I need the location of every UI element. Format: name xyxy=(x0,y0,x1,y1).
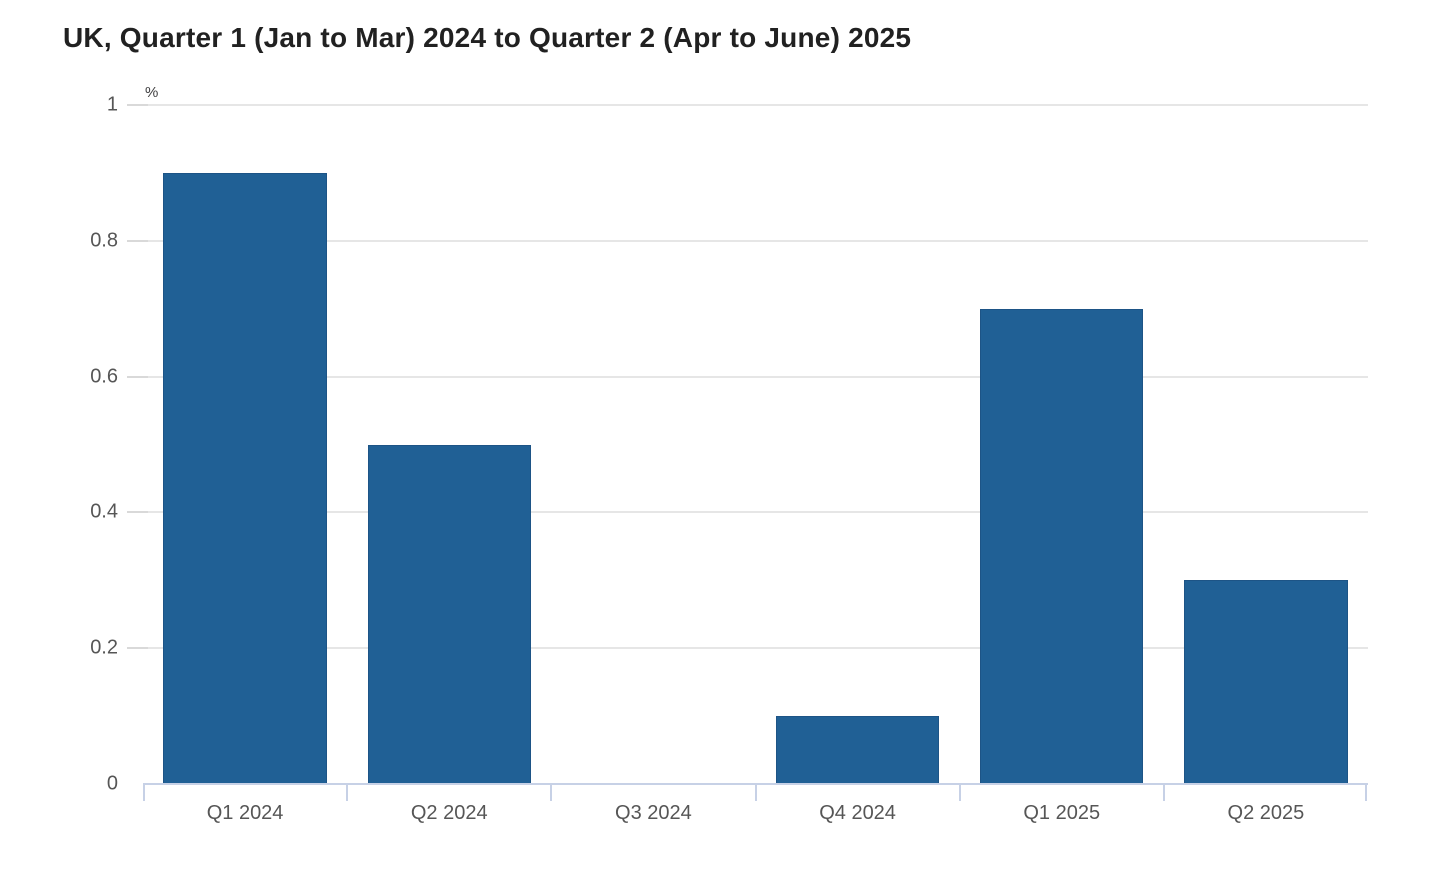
x-axis-tick-6 xyxy=(1365,784,1367,801)
x-axis-label-q3-2024: Q3 2024 xyxy=(615,802,692,824)
bar-q4-2024[interactable] xyxy=(775,716,940,784)
x-axis-tick-4 xyxy=(958,784,961,801)
y-axis-label-0.6: 0.6 xyxy=(90,365,118,388)
y-axis-label-0.2: 0.2 xyxy=(90,636,118,659)
y-axis-tick-0.4 xyxy=(127,511,148,514)
y-axis-tick-0.8 xyxy=(127,239,148,242)
chart-title: UK, Quarter 1 (Jan to Mar) 2024 to Quart… xyxy=(63,22,912,53)
y-axis-tick-0.6 xyxy=(127,375,148,378)
bar-q2-2025[interactable] xyxy=(1184,580,1348,784)
bar-q1-2024[interactable] xyxy=(163,172,327,784)
y-axis-label-1: 1 xyxy=(106,93,118,116)
y-axis-label-0.8: 0.8 xyxy=(90,229,118,252)
x-axis-label-q2-2025: Q2 2025 xyxy=(1227,802,1305,824)
x-axis-tick-3 xyxy=(754,784,757,801)
y-axis-tick-0.2 xyxy=(127,647,148,650)
x-axis-label-q1-2025: Q1 2025 xyxy=(1023,802,1101,824)
x-axis-label-q1-2024: Q1 2024 xyxy=(206,802,284,824)
y-axis-tick-1 xyxy=(127,104,148,106)
y-axis-unit-label: % xyxy=(145,84,159,101)
y-axis-label-0.4: 0.4 xyxy=(90,500,118,523)
bar-q1-2025[interactable] xyxy=(980,308,1144,784)
gridline-1 xyxy=(143,104,1368,106)
x-axis-label-q4-2024: Q4 2024 xyxy=(819,802,896,824)
x-axis-tick-5 xyxy=(1162,784,1165,801)
gridline-0.6 xyxy=(143,375,1368,378)
x-axis-tick-1 xyxy=(346,784,349,801)
gridline-0.8 xyxy=(143,239,1368,242)
x-axis-tick-2 xyxy=(550,784,553,801)
y-axis-label-0: 0 xyxy=(106,772,118,795)
x-axis-tick-0 xyxy=(143,784,145,801)
gridline-0.2 xyxy=(143,647,1368,650)
x-axis-label-q2-2024: Q2 2024 xyxy=(410,802,488,824)
gridline-0.4 xyxy=(143,511,1368,514)
bar-q2-2024[interactable] xyxy=(367,444,531,784)
plot-area: 0 0.2 0.4 0.6 0.8 1 Q1 2024 Q2 2024 Q3 2024 Q4 20… xyxy=(90,94,1368,824)
